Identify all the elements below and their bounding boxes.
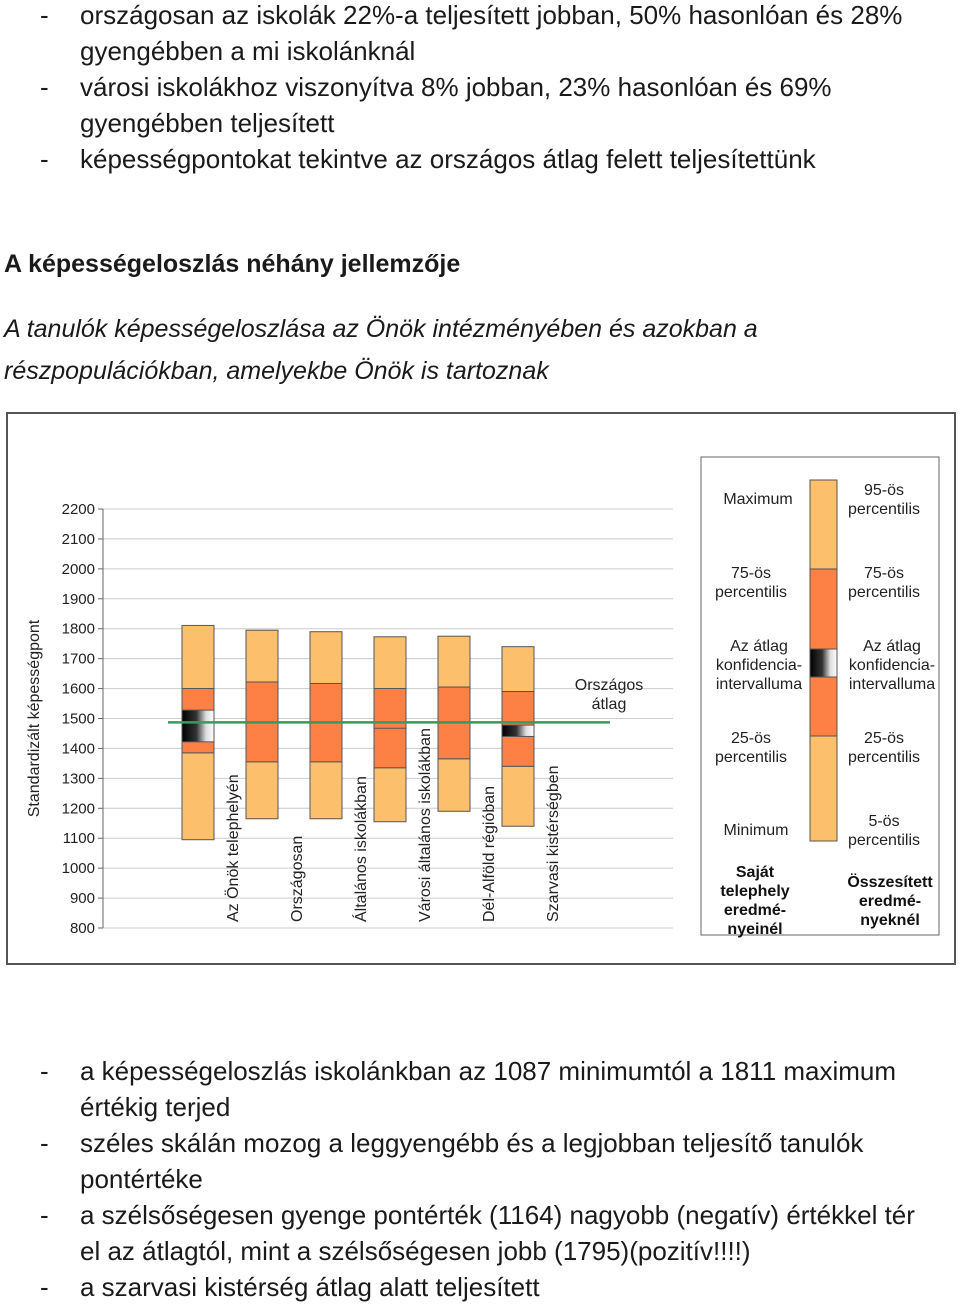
- legend-left-label: percentilis: [715, 584, 787, 601]
- y-tick-label: 1300: [62, 770, 95, 787]
- reference-line-group: Országos átlag: [168, 677, 643, 724]
- y-tick-label: 900: [70, 890, 95, 907]
- y-tick-label: 2100: [62, 531, 95, 548]
- legend-right-label: intervalluma: [849, 676, 935, 693]
- legend-left-label: konfidencia-: [716, 657, 802, 674]
- legend-left-label: intervalluma: [716, 676, 802, 693]
- legend-left-label: 75-ös: [731, 565, 771, 582]
- y-axis: 800 900 1000 1100 1200 1300 1400 1500 1600 1700 18…: [26, 501, 104, 937]
- legend-upper-segment: [809, 479, 838, 570]
- box-lower-segment: [181, 752, 215, 841]
- legend-lower-segment: [809, 735, 838, 842]
- list-item: képességpontokat tekintve az országos át…: [0, 141, 940, 177]
- legend-right-label: percentilis: [848, 749, 920, 766]
- legend-confidence-band: [809, 648, 838, 678]
- chart-frame: 800 900 1000 1100 1200 1300 1400 1500 1600 1700 18…: [6, 412, 956, 965]
- legend-left-label: percentilis: [715, 749, 787, 766]
- legend-right-label: percentilis: [848, 501, 920, 518]
- y-tick-label: 1600: [62, 681, 95, 698]
- boxes: [181, 624, 535, 841]
- category-label: Országosan: [289, 836, 306, 922]
- list-item: a képességeloszlás iskolánkban az 1087 m…: [0, 1053, 940, 1125]
- legend-right-label: 95-ös: [864, 482, 904, 499]
- legend-right-caption: Összesített: [847, 872, 933, 891]
- box-upper-segment: [181, 624, 215, 690]
- y-tick-label: 1000: [62, 860, 95, 877]
- list-item: országosan az iskolák 22%-a teljesített …: [0, 0, 940, 69]
- y-tick-label: 1500: [62, 711, 95, 728]
- box-upper-segment: [245, 629, 279, 683]
- list-item: a szarvasi kistérség átlag alatt teljesí…: [0, 1269, 940, 1305]
- box-plot-chart: 800 900 1000 1100 1200 1300 1400 1500 1600 1700 18…: [26, 456, 940, 938]
- list-item: széles skálán mozog a leggyengébb és a l…: [0, 1125, 940, 1197]
- legend-right-label: 75-ös: [864, 565, 904, 582]
- y-tick-label: 1800: [62, 621, 95, 638]
- section-subheading: A tanulók képességeloszlása az Önök inté…: [4, 315, 758, 385]
- y-tick-label: 800: [70, 920, 95, 937]
- list-item: városi iskolákhoz viszonyítva 8% jobban,…: [0, 69, 940, 141]
- category-label: Dél-Alföld régióban: [481, 786, 498, 922]
- list-item: a szélsőségesen gyenge pontérték (1164) …: [0, 1197, 940, 1269]
- legend-right-label: percentilis: [848, 584, 920, 601]
- legend-left-caption: telephely: [720, 883, 789, 900]
- y-tick-label: 1200: [62, 800, 95, 817]
- category-label: Szarvasi kistérségben: [545, 765, 562, 922]
- y-tick-label: 1900: [62, 591, 95, 608]
- y-tick-label: 2000: [62, 561, 95, 578]
- category-label: Az Önök telephelyén: [224, 774, 242, 922]
- box-lower-segment: [245, 761, 279, 820]
- legend-right-caption: nyeknél: [860, 912, 920, 929]
- y-tick-label: 1700: [62, 651, 95, 668]
- bottom-bullet-list: a képességeloszlás iskolánkban az 1087 m…: [0, 1053, 940, 1305]
- legend-right-label: konfidencia-: [849, 657, 935, 674]
- legend-left-caption: nyeinél: [727, 921, 782, 938]
- legend-left-caption: eredmé-: [724, 902, 786, 919]
- legend-left-label: Maximum: [723, 491, 792, 508]
- legend-right-caption: eredmé-: [859, 893, 921, 910]
- legend: Maximum 75-ös percentilis Az átlag konfidenc…: [700, 456, 940, 938]
- legend-right-label: 5-ös: [868, 813, 899, 830]
- top-bullet-list: országosan az iskolák 22%-a teljesített …: [0, 0, 940, 177]
- category-label: Városi általános iskolákban: [417, 728, 434, 922]
- reference-line-label: Országos: [575, 677, 643, 694]
- legend-left-label: 25-ös: [731, 730, 771, 747]
- box-upper-segment: [437, 635, 471, 688]
- confidence-interval-band: [181, 709, 215, 743]
- reference-line-label: átlag: [592, 696, 627, 713]
- box-lower-segment: [437, 758, 471, 812]
- box-upper-segment: [373, 636, 407, 690]
- legend-right-label: 25-ös: [864, 730, 904, 747]
- legend-right-label: Az átlag: [863, 638, 921, 655]
- category-labels: Az Önök telephelyén Országosan Általános i…: [224, 728, 562, 922]
- y-tick-label: 2200: [62, 501, 95, 518]
- box-upper-segment: [309, 631, 343, 684]
- section-heading: A képességeloszlás néhány jellemzője: [4, 250, 461, 278]
- box-upper-segment: [501, 646, 535, 693]
- y-tick-label: 1400: [62, 740, 95, 757]
- legend-left-label: Minimum: [724, 822, 789, 839]
- legend-right-label: percentilis: [848, 832, 920, 849]
- legend-left-label: Az átlag: [730, 638, 788, 655]
- box-lower-segment: [309, 761, 343, 820]
- legend-left-caption: Saját: [736, 864, 775, 881]
- box-lower-segment: [501, 765, 535, 827]
- category-label: Általános iskolákban: [351, 776, 370, 922]
- box-lower-segment: [373, 767, 407, 823]
- confidence-interval-band: [501, 724, 535, 737]
- y-axis-label: Standardizált képességpont: [26, 619, 43, 817]
- y-tick-label: 1100: [63, 830, 95, 847]
